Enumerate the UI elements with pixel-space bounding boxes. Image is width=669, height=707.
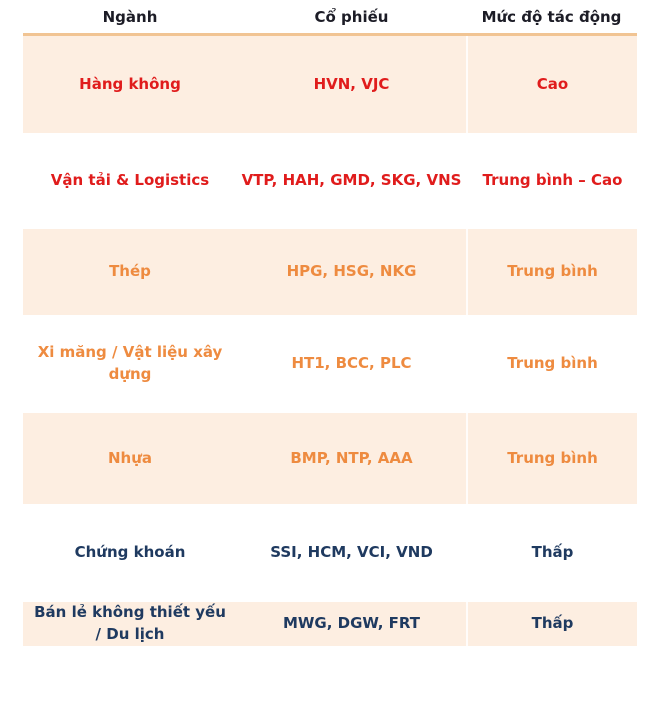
header-stocks: Cổ phiếu bbox=[314, 7, 389, 26]
table-row: Chứng khoán SSI, HCM, VCI, VND Thấp bbox=[23, 504, 637, 602]
impact-cell: Thấp bbox=[466, 504, 637, 602]
sector-cell: Nhựa bbox=[107, 448, 153, 467]
table-row: Xi măng / Vật liệu xây dựng HT1, BCC, PL… bbox=[23, 315, 637, 413]
header-impact: Mức độ tác động bbox=[481, 7, 622, 26]
table-header-row: Ngành Cổ phiếu Mức độ tác động bbox=[23, 0, 637, 36]
stocks-cell: HVN, VJC bbox=[313, 74, 390, 93]
sector-cell: Thép bbox=[109, 262, 151, 281]
impact-cell: Trung bình bbox=[466, 315, 637, 413]
sector-cell: Bán lẻ không thiết yếu / Du lịch bbox=[34, 603, 226, 643]
impact-cell: Trung bình bbox=[466, 229, 637, 315]
table-row: Hàng không HVN, VJC Cao bbox=[23, 36, 637, 133]
sector-cell: Hàng không bbox=[79, 74, 181, 93]
table-row: Vận tải & Logistics VTP, HAH, GMD, SKG, … bbox=[23, 133, 637, 229]
sector-cell: Xi măng / Vật liệu xây dựng bbox=[37, 343, 223, 383]
header-sector: Ngành bbox=[102, 7, 158, 26]
table-row: Bán lẻ không thiết yếu / Du lịch MWG, DG… bbox=[23, 602, 637, 646]
stocks-cell: VTP, HAH, GMD, SKG, VNS bbox=[241, 171, 462, 190]
impact-cell: Cao bbox=[466, 36, 637, 133]
sector-cell: Vận tải & Logistics bbox=[50, 171, 210, 190]
sector-cell: Chứng khoán bbox=[74, 543, 186, 562]
sector-impact-table: Ngành Cổ phiếu Mức độ tác động Hàng khôn… bbox=[23, 0, 637, 646]
stocks-cell: HT1, BCC, PLC bbox=[291, 354, 412, 373]
stocks-cell: HPG, HSG, NKG bbox=[286, 262, 417, 281]
impact-cell: Thấp bbox=[466, 602, 637, 646]
stocks-cell: SSI, HCM, VCI, VND bbox=[270, 543, 433, 562]
stocks-cell: BMP, NTP, AAA bbox=[290, 448, 413, 467]
stocks-cell: MWG, DGW, FRT bbox=[282, 613, 421, 632]
table-row: Thép HPG, HSG, NKG Trung bình bbox=[23, 229, 637, 315]
impact-cell: Trung bình bbox=[466, 413, 637, 504]
table-row: Nhựa BMP, NTP, AAA Trung bình bbox=[23, 413, 637, 504]
impact-cell: Trung bình – Cao bbox=[466, 133, 637, 229]
